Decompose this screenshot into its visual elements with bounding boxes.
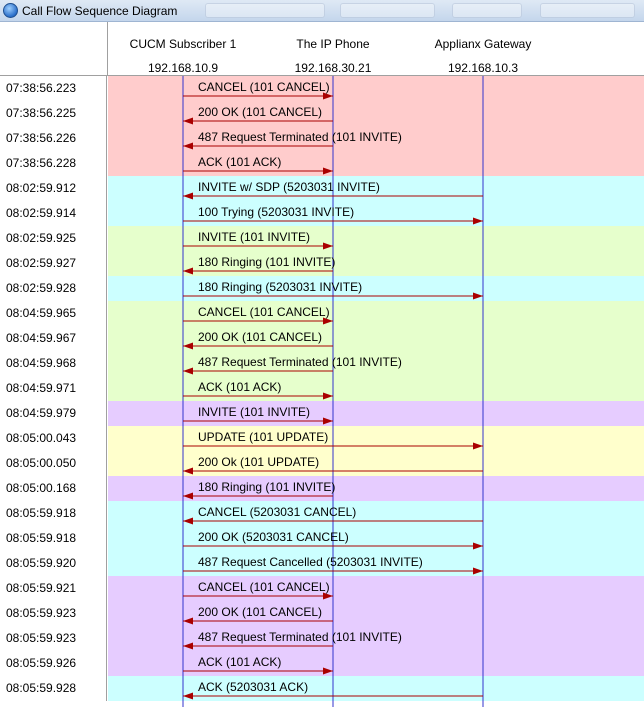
message-timestamp: 07:38:56.225: [0, 101, 107, 126]
time-column-separator: [107, 22, 108, 75]
message-timestamp: 08:02:59.925: [0, 226, 107, 251]
row-highlight-band: [108, 426, 644, 451]
row-highlight-band: [108, 201, 644, 226]
message-row[interactable]: 08:02:59.912: [0, 176, 644, 201]
message-row[interactable]: 08:05:00.050: [0, 451, 644, 476]
app-icon: [3, 3, 18, 18]
message-row[interactable]: 08:05:59.918: [0, 526, 644, 551]
row-highlight-band: [108, 326, 644, 351]
row-highlight-band: [108, 651, 644, 676]
message-timestamp: 08:05:00.168: [0, 476, 107, 501]
message-timestamp: 08:05:59.921: [0, 576, 107, 601]
header-divider: [0, 75, 644, 76]
row-highlight-band: [108, 576, 644, 601]
row-highlight-band: [108, 526, 644, 551]
message-row[interactable]: 08:05:59.920: [0, 551, 644, 576]
background-window-tab: [205, 3, 325, 18]
message-timestamp: 08:02:59.914: [0, 201, 107, 226]
message-timestamp: 07:38:56.226: [0, 126, 107, 151]
message-row[interactable]: 07:38:56.225: [0, 101, 644, 126]
window-title: Call Flow Sequence Diagram: [22, 4, 178, 18]
message-timestamp: 08:02:59.927: [0, 251, 107, 276]
message-row[interactable]: 08:04:59.965: [0, 301, 644, 326]
row-highlight-band: [108, 626, 644, 651]
message-row[interactable]: 07:38:56.228: [0, 151, 644, 176]
message-timestamp: 08:05:59.920: [0, 551, 107, 576]
message-timestamp: 08:04:59.968: [0, 351, 107, 376]
row-highlight-band: [108, 101, 644, 126]
participant-name: The IP Phone: [296, 37, 370, 51]
message-timestamp: 08:05:00.050: [0, 451, 107, 476]
message-timestamp: 08:04:59.965: [0, 301, 107, 326]
participant-name: Applianx Gateway: [434, 37, 532, 51]
participant-name: CUCM Subscriber 1: [129, 37, 237, 51]
message-row[interactable]: 08:05:59.923: [0, 626, 644, 651]
background-window-tab: [540, 3, 635, 18]
message-row[interactable]: 08:04:59.968: [0, 351, 644, 376]
message-row[interactable]: 08:05:59.923: [0, 601, 644, 626]
row-highlight-band: [108, 351, 644, 376]
row-highlight-band: [108, 126, 644, 151]
message-timestamp: 08:05:59.918: [0, 526, 107, 551]
row-highlight-band: [108, 376, 644, 401]
message-row[interactable]: 08:02:59.925: [0, 226, 644, 251]
message-timestamp: 08:04:59.971: [0, 376, 107, 401]
message-row[interactable]: 08:05:00.043: [0, 426, 644, 451]
message-timestamp: 08:05:59.923: [0, 601, 107, 626]
row-highlight-band: [108, 226, 644, 251]
row-highlight-band: [108, 251, 644, 276]
message-timestamp: 08:05:00.043: [0, 426, 107, 451]
participant-ip: 192.168.10.9: [147, 61, 219, 75]
message-timestamp: 08:05:59.926: [0, 651, 107, 676]
message-timestamp: 08:05:59.923: [0, 626, 107, 651]
participants-header: CUCM Subscriber 1 192.168.10.9 The IP Ph…: [0, 22, 644, 75]
message-row[interactable]: 08:02:59.928: [0, 276, 644, 301]
message-timestamp: 08:04:59.967: [0, 326, 107, 351]
row-highlight-band: [108, 401, 644, 426]
participant-ip: 192.168.10.3: [447, 61, 519, 75]
message-rows: 07:38:56.223 07:38:56.225 07:38:56.226 07:3…: [0, 76, 644, 701]
message-timestamp: 07:38:56.228: [0, 151, 107, 176]
row-highlight-band: [108, 276, 644, 301]
message-row[interactable]: 08:04:59.979: [0, 401, 644, 426]
row-highlight-band: [108, 451, 644, 476]
message-row[interactable]: 08:04:59.971: [0, 376, 644, 401]
row-highlight-band: [108, 76, 644, 101]
row-highlight-band: [108, 551, 644, 576]
message-timestamp: 08:05:59.918: [0, 501, 107, 526]
row-highlight-band: [108, 151, 644, 176]
message-row[interactable]: 08:02:59.914: [0, 201, 644, 226]
row-highlight-band: [108, 501, 644, 526]
message-timestamp: 08:04:59.979: [0, 401, 107, 426]
row-highlight-band: [108, 176, 644, 201]
message-row[interactable]: 08:05:00.168: [0, 476, 644, 501]
message-row[interactable]: 08:04:59.967: [0, 326, 644, 351]
title-bar: Call Flow Sequence Diagram: [0, 0, 644, 22]
message-row[interactable]: 07:38:56.223: [0, 76, 644, 101]
row-highlight-band: [108, 676, 644, 701]
message-timestamp: 08:02:59.912: [0, 176, 107, 201]
message-row[interactable]: 08:05:59.921: [0, 576, 644, 601]
message-row[interactable]: 07:38:56.226: [0, 126, 644, 151]
background-window-tab: [452, 3, 522, 18]
message-timestamp: 08:02:59.928: [0, 276, 107, 301]
message-row[interactable]: 08:05:59.918: [0, 501, 644, 526]
message-row[interactable]: 08:02:59.927: [0, 251, 644, 276]
message-timestamp: 07:38:56.223: [0, 76, 107, 101]
row-highlight-band: [108, 301, 644, 326]
message-timestamp: 08:05:59.928: [0, 676, 107, 701]
participant-ip: 192.168.30.21: [294, 61, 372, 75]
row-highlight-band: [108, 476, 644, 501]
message-row[interactable]: 08:05:59.928: [0, 676, 644, 701]
message-row[interactable]: 08:05:59.926: [0, 651, 644, 676]
row-highlight-band: [108, 601, 644, 626]
background-window-tab: [340, 3, 435, 18]
